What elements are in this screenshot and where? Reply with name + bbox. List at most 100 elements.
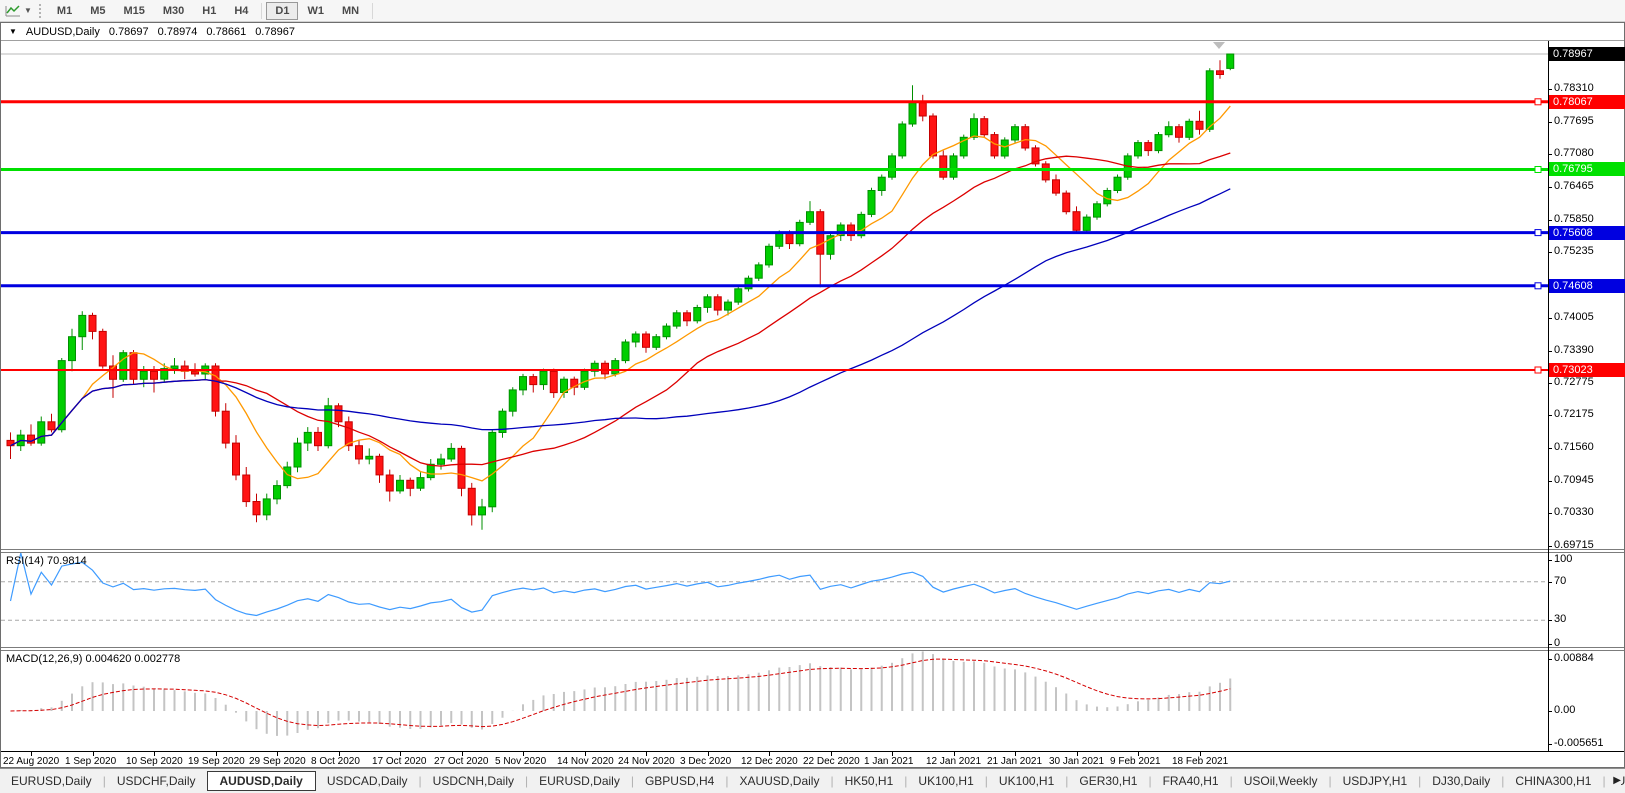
time-tick-mark bbox=[462, 752, 463, 756]
time-tick-mark bbox=[1200, 752, 1201, 756]
tab-separator: | bbox=[1328, 774, 1332, 788]
date-label: 12 Dec 2020 bbox=[741, 756, 798, 767]
tab-separator: | bbox=[1602, 774, 1606, 788]
price-tick-mark bbox=[1548, 89, 1552, 90]
date-label: 29 Sep 2020 bbox=[249, 756, 306, 767]
price-level-badge: 0.74608 bbox=[1549, 279, 1625, 293]
macd-tick-label: 0.00 bbox=[1554, 704, 1576, 716]
price-tick-mark bbox=[1548, 481, 1552, 482]
price-tick-mark bbox=[1548, 318, 1552, 319]
macd-chart-canvas[interactable] bbox=[1, 651, 1548, 751]
chart-tab-usdcnh-daily[interactable]: USDCNH,Daily bbox=[432, 774, 515, 788]
rsi-chart-canvas[interactable] bbox=[1, 553, 1548, 649]
tab-separator: | bbox=[102, 774, 106, 788]
timeframe-button-m30[interactable]: M30 bbox=[162, 4, 185, 17]
toolbar: ▼ M1 M5 M15 M30 H1 H4 D1 W1 MN bbox=[0, 0, 1625, 22]
rsi-tick-label: 0 bbox=[1554, 637, 1561, 649]
tab-separator: | bbox=[525, 774, 529, 788]
price-tick-mark bbox=[1548, 220, 1552, 221]
tab-scroll-right-icon[interactable]: ▶ bbox=[1607, 775, 1621, 786]
timeframe-button-m15[interactable]: M15 bbox=[123, 4, 145, 17]
chart-tab-bar: EURUSD,Daily | USDCHF,Daily AUDUSD,Daily USD… bbox=[0, 768, 1625, 793]
price-tick-label: 0.70330 bbox=[1554, 506, 1594, 518]
chart-tab-audusd-daily[interactable]: AUDUSD,Daily bbox=[206, 770, 316, 791]
macd-tick-mark bbox=[1548, 744, 1552, 745]
chart-tab-usdjpy-h1[interactable]: USDJPY,H1 bbox=[1342, 774, 1408, 788]
chart-tab-dj30-daily[interactable]: DJ30,Daily bbox=[1432, 774, 1491, 788]
indicator-chart-icon[interactable] bbox=[5, 4, 22, 18]
price-tick-mark bbox=[1548, 351, 1552, 352]
chart-tab-uk100-h1[interactable]: UK100,H1 bbox=[918, 774, 974, 788]
slow-ma-line bbox=[10, 188, 1231, 447]
price-tick-label: 0.77695 bbox=[1554, 115, 1594, 127]
rsi-tick-label: 100 bbox=[1554, 553, 1573, 565]
date-label: 30 Jan 2021 bbox=[1049, 756, 1105, 767]
rsi-label: RSI(14) 70.9814 bbox=[6, 555, 87, 567]
chart-tab-usoil-weekly[interactable]: USOil,Weekly bbox=[1243, 774, 1318, 788]
date-label: 27 Oct 2020 bbox=[434, 756, 489, 767]
price-tick-label: 0.78310 bbox=[1554, 82, 1594, 94]
date-label: 3 Dec 2020 bbox=[680, 756, 732, 767]
price-tick-label: 0.73390 bbox=[1554, 344, 1594, 356]
timeframe-button-h1[interactable]: H1 bbox=[202, 4, 217, 17]
toolbar-separator bbox=[261, 2, 263, 19]
timeframe-button-m5[interactable]: M5 bbox=[90, 4, 106, 17]
macd-tick-label: 0.00884 bbox=[1554, 652, 1594, 664]
price-tick-label: 0.69715 bbox=[1554, 539, 1594, 551]
date-label: 1 Sep 2020 bbox=[65, 756, 117, 767]
chart-tab-usdcad-daily[interactable]: USDCAD,Daily bbox=[326, 774, 408, 788]
timeframe-button-mn[interactable]: MN bbox=[341, 4, 360, 17]
price-tick-mark bbox=[1548, 546, 1552, 547]
chart-tab-uk100-h1[interactable]: UK100,H1 bbox=[998, 774, 1055, 788]
price-tick-label: 0.74005 bbox=[1554, 311, 1594, 323]
date-label: 19 Sep 2020 bbox=[188, 756, 245, 767]
date-label: 17 Oct 2020 bbox=[372, 756, 427, 767]
price-tick-mark bbox=[1548, 252, 1552, 253]
timeframe-button-m1[interactable]: M1 bbox=[56, 4, 73, 17]
chart-tab-fra40-h1[interactable]: FRA40,H1 bbox=[1162, 774, 1219, 788]
price-tick-mark bbox=[1548, 154, 1552, 155]
time-tick-mark bbox=[277, 752, 278, 756]
time-tick-mark bbox=[93, 752, 94, 756]
chart-tab-gbpusd-h4[interactable]: GBPUSD,H4 bbox=[644, 774, 715, 788]
time-tick-mark bbox=[954, 752, 955, 756]
tab-separator: | bbox=[830, 774, 834, 788]
timeframe-buttons: M1 M5 M15 M30 H1 H4 D1 W1 MN bbox=[48, 1, 377, 20]
chevron-down-icon[interactable]: ▼ bbox=[24, 6, 32, 15]
chart-tab-china300-h1[interactable]: CHINA300,H1 bbox=[1515, 774, 1592, 788]
collapse-icon[interactable]: ▼ bbox=[9, 27, 17, 36]
date-label: 5 Nov 2020 bbox=[495, 756, 547, 767]
chart-tab-xauusd-daily[interactable]: XAUUSD,Daily bbox=[739, 774, 820, 788]
price-level-badge: 0.76795 bbox=[1549, 162, 1625, 176]
chart-tab-usdchf-daily[interactable]: USDCHF,Daily bbox=[116, 774, 196, 788]
rsi-line bbox=[9, 553, 1231, 617]
price-tick-label: 0.71560 bbox=[1554, 441, 1594, 453]
rsi-tick-mark bbox=[1548, 620, 1552, 621]
macd-label: MACD(12,26,9) 0.004620 0.002778 bbox=[6, 653, 181, 665]
time-axis-line bbox=[1, 751, 1624, 752]
timeframe-button-h4[interactable]: H4 bbox=[234, 4, 249, 17]
rsi-tick-label: 30 bbox=[1554, 613, 1567, 625]
price-tick-mark bbox=[1548, 513, 1552, 514]
time-tick-mark bbox=[585, 752, 586, 756]
macd-signal-line bbox=[10, 658, 1231, 728]
chart-tab-eurusd-daily[interactable]: EURUSD,Daily bbox=[11, 774, 92, 788]
chart-tab-hk50-h1[interactable]: HK50,H1 bbox=[844, 774, 894, 788]
price-tick-mark bbox=[1548, 415, 1552, 416]
pane-separator[interactable] bbox=[1, 647, 1624, 651]
price-chart-canvas[interactable] bbox=[1, 41, 1548, 551]
time-tick-mark bbox=[1015, 752, 1016, 756]
date-label: 10 Sep 2020 bbox=[126, 756, 183, 767]
tab-separator: | bbox=[418, 774, 422, 788]
timeframe-button-d1[interactable]: D1 bbox=[266, 1, 299, 20]
price-level-badge: 0.78967 bbox=[1549, 47, 1625, 61]
timeframe-button-w1[interactable]: W1 bbox=[307, 4, 324, 17]
date-label: 12 Jan 2021 bbox=[926, 756, 982, 767]
tab-separator: | bbox=[630, 774, 634, 788]
pane-separator[interactable] bbox=[1, 549, 1624, 553]
chart-tab-eurusd-daily[interactable]: EURUSD,Daily bbox=[539, 774, 620, 788]
chart-tab-ger30-h1[interactable]: GER30,H1 bbox=[1079, 774, 1138, 788]
price-axis-line bbox=[1548, 41, 1549, 751]
time-tick-mark bbox=[1138, 752, 1139, 756]
